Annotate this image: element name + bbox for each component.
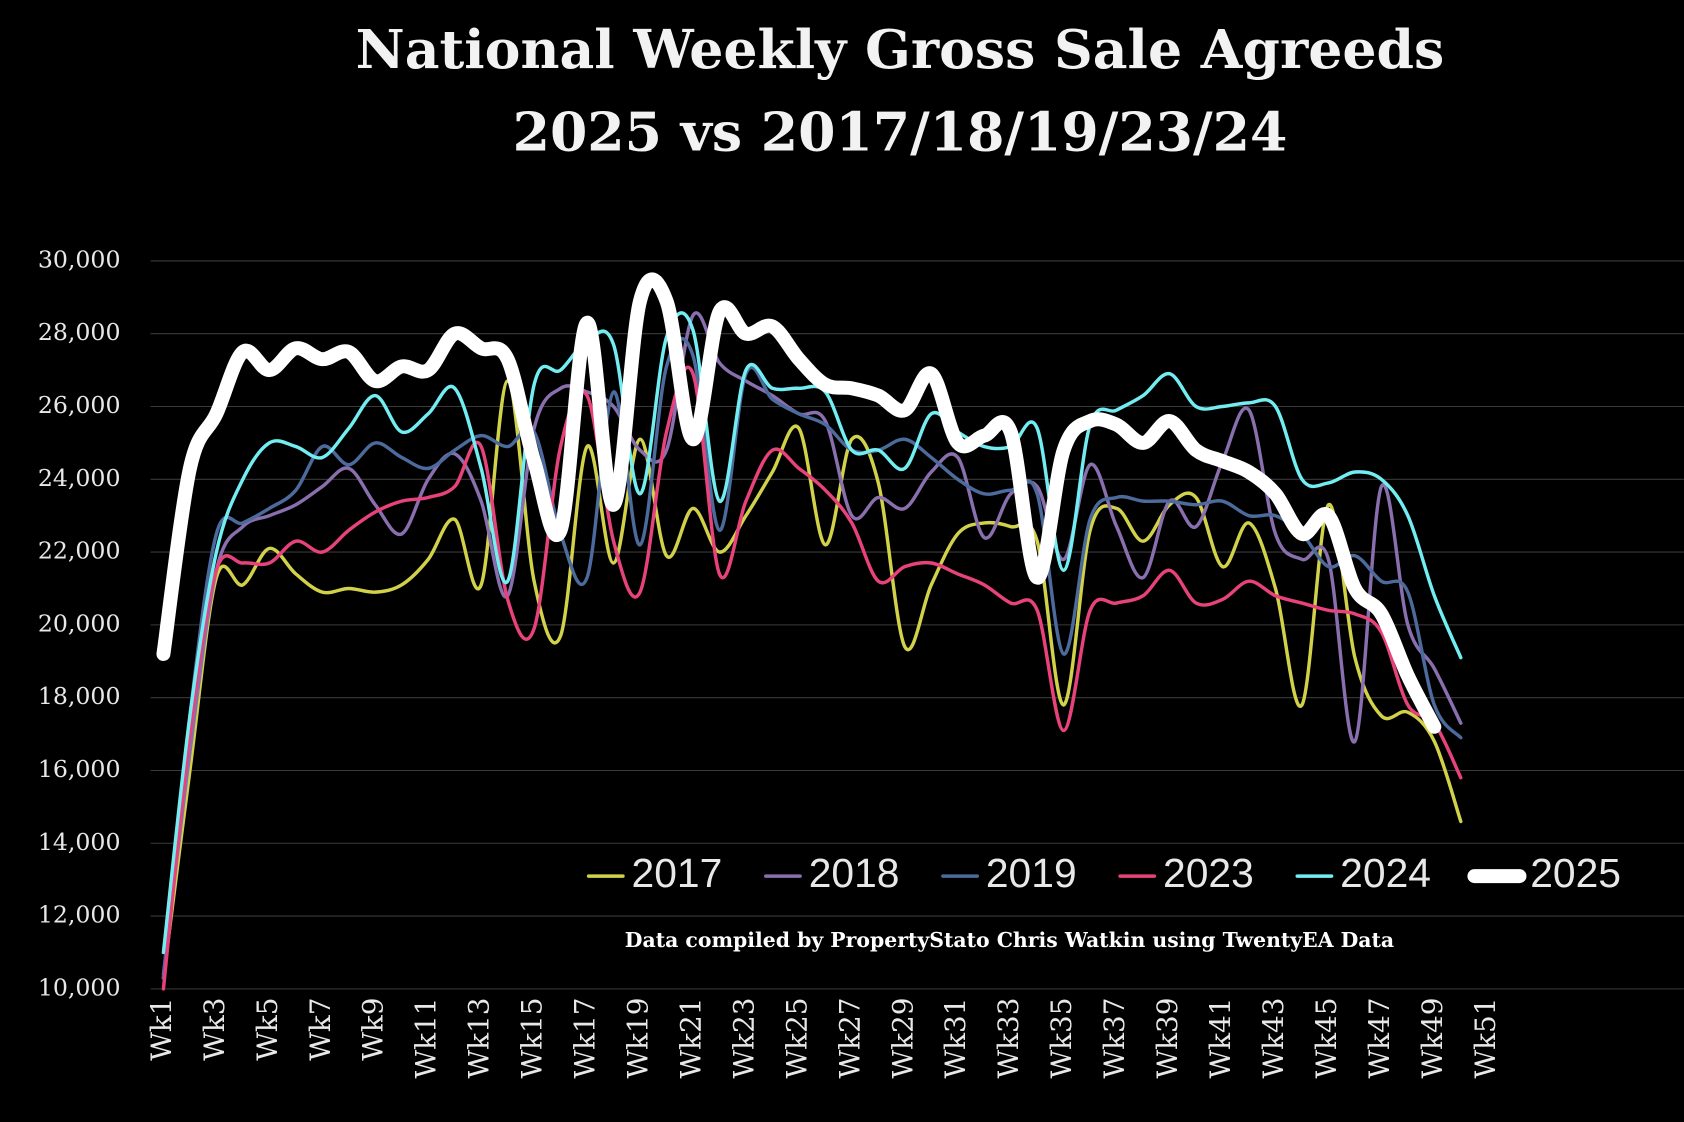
x-tick-label: Wk47	[1363, 997, 1396, 1078]
x-tick-label: Wk15	[516, 997, 549, 1078]
source-note: Data compiled by PropertyStato Chris Wat…	[625, 928, 1394, 952]
x-tick-label: Wk11	[410, 997, 443, 1078]
x-tick-label: Wk5	[251, 997, 284, 1060]
legend-label: 2018	[809, 850, 900, 896]
y-tick-label: 24,000	[38, 464, 121, 492]
y-tick-label: 22,000	[38, 537, 121, 565]
legend-label: 2019	[986, 850, 1077, 896]
x-tick-label: Wk19	[622, 997, 655, 1078]
x-tick-label: Wk7	[304, 997, 337, 1060]
x-tick-label: Wk21	[674, 997, 707, 1078]
series-line	[161, 311, 1463, 955]
x-tick-label: Wk23	[727, 997, 760, 1078]
y-tick-label: 10,000	[38, 973, 121, 1001]
x-tick-label: Wk25	[780, 997, 813, 1078]
x-tick-label: Wk27	[833, 997, 866, 1078]
y-tick-label: 18,000	[38, 682, 121, 710]
x-tick-label: Wk43	[1257, 997, 1290, 1078]
y-tick-label: 30,000	[38, 245, 121, 273]
x-tick-label: Wk37	[1098, 997, 1131, 1078]
x-tick-label: Wk41	[1204, 997, 1237, 1078]
y-tick-label: 12,000	[38, 901, 121, 929]
y-tick-label: 26,000	[38, 391, 121, 419]
series-line	[156, 272, 1442, 734]
y-tick-label: 20,000	[38, 609, 121, 637]
series-line	[161, 311, 1463, 977]
x-tick-label: Wk45	[1310, 997, 1343, 1078]
y-tick-label: 14,000	[38, 828, 121, 856]
series-line	[161, 336, 1463, 980]
legend-label: 2017	[632, 850, 723, 896]
chart-subtitle: 2025 vs 2017/18/19/23/24	[513, 100, 1288, 163]
x-tick-label: Wk51	[1469, 997, 1502, 1078]
series-line	[161, 365, 1463, 991]
x-tick-label: Wk3	[198, 997, 231, 1060]
x-tick-label: Wk49	[1416, 997, 1449, 1078]
y-tick-label: 28,000	[38, 318, 121, 346]
x-tick-label: Wk31	[939, 997, 972, 1078]
legend-label: 2024	[1340, 850, 1431, 896]
x-tick-label: Wk39	[1151, 997, 1184, 1078]
chart-title: National Weekly Gross Sale Agreeds	[356, 18, 1445, 81]
x-tick-label: Wk1	[145, 997, 178, 1060]
x-tick-label: Wk17	[569, 997, 602, 1078]
series-line	[161, 379, 1463, 980]
legend-label: 2023	[1163, 850, 1254, 896]
x-tick-label: Wk13	[463, 997, 496, 1078]
legend-label: 2025	[1530, 850, 1621, 896]
y-tick-label: 16,000	[38, 755, 121, 783]
x-tick-label: Wk33	[992, 997, 1025, 1078]
x-tick-label: Wk35	[1045, 997, 1078, 1078]
x-tick-label: Wk9	[357, 997, 390, 1060]
x-tick-label: Wk29	[886, 997, 919, 1078]
